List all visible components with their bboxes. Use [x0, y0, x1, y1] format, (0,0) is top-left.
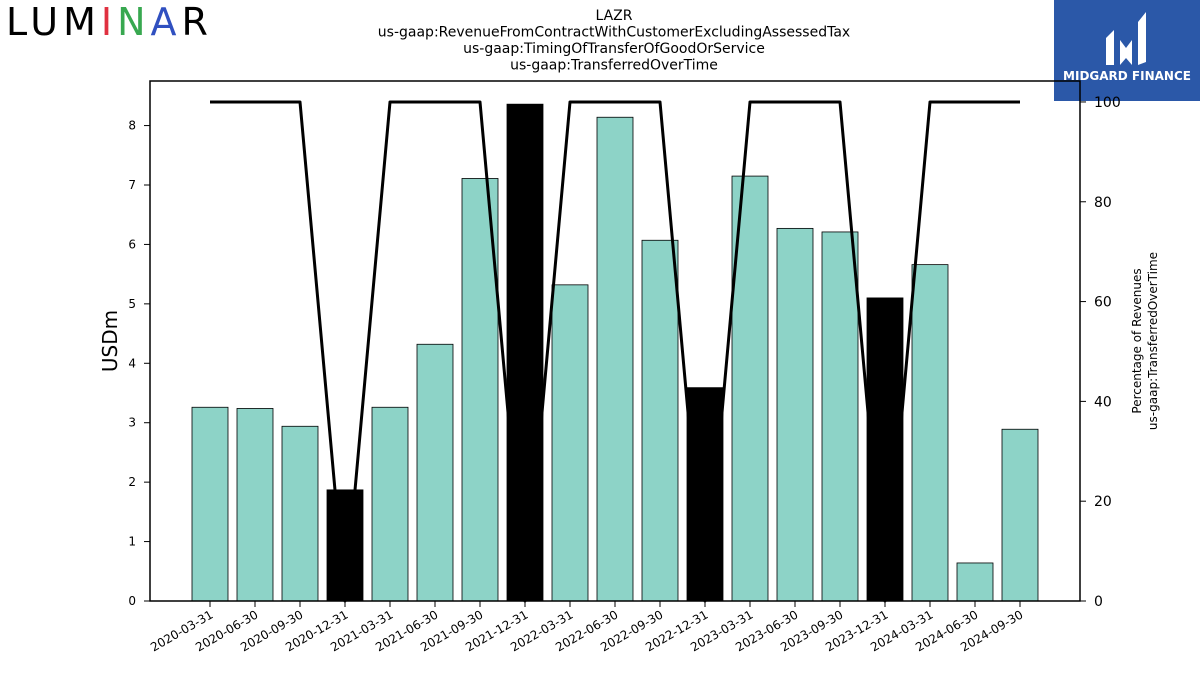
- y-tick-label: 0: [128, 594, 136, 608]
- y2-axis-label: Percentage of Revenues us-gaap:Transferre…: [1130, 252, 1160, 430]
- right-axis: 0 20 40 60 80 100: [1080, 95, 1121, 610]
- bar: [956, 562, 994, 602]
- y-tick-label: 1: [128, 535, 136, 549]
- chart-title-line: us-gaap:TimingOfTransferOfGoodOrService: [463, 41, 765, 57]
- bar: [911, 264, 949, 602]
- bar: [416, 343, 454, 602]
- y2-tick-label: 80: [1094, 195, 1112, 211]
- bar: [506, 103, 544, 602]
- midgard-brand-text: MIDGARD FINANCE: [1063, 69, 1191, 83]
- y-tick-label: 6: [128, 237, 136, 251]
- y-tick-label: 8: [128, 119, 136, 133]
- x-axis: 2020-03-312020-06-302020-09-302020-12-31…: [148, 601, 1026, 654]
- bar: [236, 408, 274, 602]
- y2-tick-label: 20: [1094, 494, 1112, 510]
- y2-label-line: Percentage of Revenues: [1130, 268, 1144, 413]
- bar: [686, 387, 724, 602]
- y-tick-label: 4: [128, 356, 136, 370]
- y-axis-label: USDm: [98, 310, 122, 372]
- bar: [776, 227, 814, 602]
- y-tick-label: 5: [128, 297, 136, 311]
- y2-tick-label: 40: [1094, 394, 1112, 410]
- midgard-logo-mark: [1106, 12, 1146, 65]
- y-tick-label: 3: [128, 416, 136, 430]
- bar: [326, 489, 364, 602]
- bar: [551, 284, 589, 602]
- bar: [641, 239, 679, 602]
- chart-title-line: us-gaap:TransferredOverTime: [510, 58, 718, 74]
- y-tick-label: 7: [128, 178, 136, 192]
- bar: [596, 116, 634, 602]
- bar: [281, 425, 319, 602]
- chart-title: LAZRus-gaap:RevenueFromContractWithCusto…: [378, 8, 850, 74]
- bar: [866, 297, 904, 602]
- midgard-finance-logo: MIDGARD FINANCE: [1054, 0, 1200, 101]
- bar: [821, 231, 859, 602]
- bar: [191, 406, 229, 602]
- y2-tick-label: 100: [1094, 95, 1121, 111]
- bars: [191, 103, 1039, 602]
- bar: [1001, 428, 1039, 602]
- left-axis: 0 1 2 3 4 5 6 7 8: [128, 119, 150, 608]
- y2-tick-label: 60: [1094, 295, 1112, 311]
- chart-title-line: us-gaap:RevenueFromContractWithCustomerE…: [378, 25, 850, 41]
- y2-tick-label: 0: [1094, 594, 1103, 610]
- y2-label-line: us-gaap:TransferredOverTime: [1146, 252, 1160, 430]
- chart-title-line: LAZR: [595, 8, 632, 24]
- bar: [371, 406, 409, 602]
- y-tick-label: 2: [128, 475, 136, 489]
- luminar-logo: LUMINAR: [6, 0, 213, 44]
